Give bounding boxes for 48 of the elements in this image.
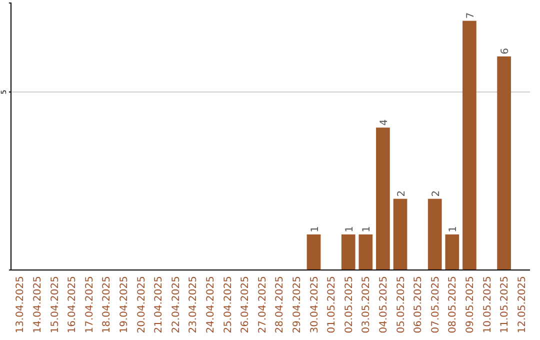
data-label: 6 [500, 48, 512, 54]
x-tick-label: 21.04.2025 [154, 276, 165, 334]
x-tick-label: 14.04.2025 [32, 276, 44, 334]
data-label: 1 [344, 226, 356, 232]
bar [306, 234, 321, 270]
x-tick-label: 19.04.2025 [118, 276, 130, 334]
x-tick-label: 24.04.2025 [205, 276, 216, 334]
bar [393, 198, 408, 270]
x-tick-label: 28.04.2025 [274, 276, 286, 334]
bar [428, 198, 442, 270]
x-tick-label: 04.05.2025 [378, 276, 390, 334]
x-tick-label: 20.04.2025 [136, 276, 148, 334]
x-tick-label: 12.05.2025 [516, 276, 528, 334]
bar [376, 128, 390, 270]
x-tick-label: 25.04.2025 [222, 276, 234, 334]
x-tick-label: 05.05.2025 [396, 276, 407, 334]
x-tick-label: 30.04.2025 [309, 276, 320, 334]
x-tick-label: 09.05.2025 [464, 276, 476, 334]
x-tick-label: 23.04.2025 [188, 276, 200, 334]
x-tick-label: 08.05.2025 [448, 276, 459, 334]
data-label: 4 [378, 119, 390, 126]
x-tick-label: 07.05.2025 [430, 276, 442, 334]
x-tick-label: 11.05.2025 [500, 276, 511, 334]
bar [358, 234, 373, 270]
x-tick-label: 13.04.2025 [15, 276, 26, 334]
x-tick-label: 27.04.2025 [257, 276, 268, 334]
x-tick-label: 16.04.2025 [67, 276, 78, 334]
data-label: 7 [465, 12, 476, 19]
x-tick-label: 26.04.2025 [240, 276, 252, 334]
x-tick-label: 15.04.2025 [50, 276, 61, 334]
data-label: 1 [362, 226, 373, 232]
x-tick-label: 01.05.2025 [326, 276, 338, 334]
data-label: 2 [396, 190, 408, 197]
x-tick-label: 03.05.2025 [361, 276, 372, 334]
data-label: 1 [310, 226, 321, 232]
data-label: 2 [430, 190, 442, 197]
bar [462, 20, 476, 270]
x-tick-label: 02.05.2025 [344, 276, 355, 334]
x-tick-label: 10.05.2025 [482, 276, 494, 334]
bar [497, 56, 511, 270]
x-tick-label: 17.04.2025 [84, 276, 96, 334]
x-tick-label: 18.04.2025 [102, 276, 113, 334]
bar [341, 234, 356, 270]
x-tick-label: 06.05.2025 [413, 276, 424, 334]
x-tick-label: 29.04.2025 [292, 276, 303, 334]
bar [445, 234, 460, 270]
data-label: 1 [448, 226, 460, 232]
x-tick-label: 22.04.2025 [170, 276, 182, 334]
